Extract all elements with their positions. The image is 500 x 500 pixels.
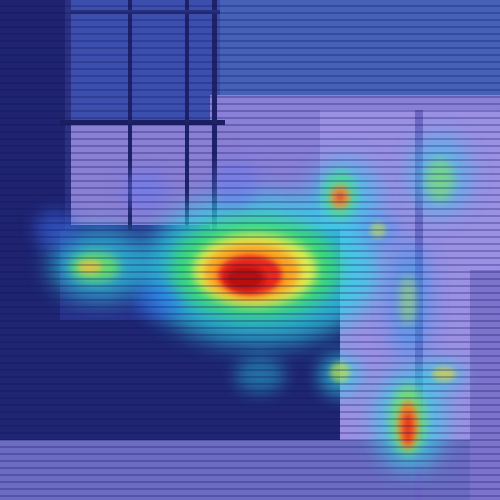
heatmap-overlay <box>35 135 470 470</box>
